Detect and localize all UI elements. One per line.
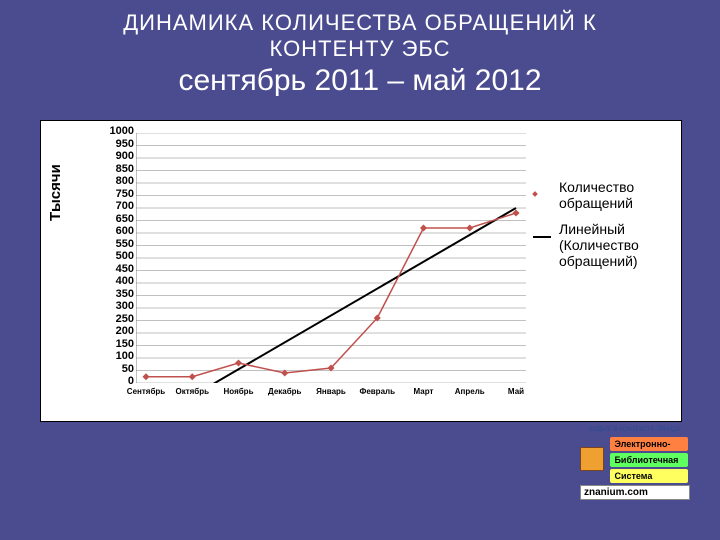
title-block: ДИНАМИКА КОЛИЧЕСТВА ОБРАЩЕНИЙ К КОНТЕНТУ… <box>0 0 720 98</box>
x-tick-labels: СентябрьОктябрьНоябрьДекабрьЯнварьФеврал… <box>136 387 526 403</box>
y-tick: 350 <box>96 289 134 300</box>
y-tick: 100 <box>96 351 134 362</box>
x-tick: Февраль <box>359 387 395 396</box>
logo-bar-1: Электронно- <box>610 437 688 451</box>
y-tick: 700 <box>96 201 134 212</box>
y-tick: 550 <box>96 239 134 250</box>
y-tick: 500 <box>96 251 134 262</box>
line-marker-icon <box>533 225 553 241</box>
y-tick: 800 <box>96 176 134 187</box>
legend-item-series: Количество обращений <box>533 179 673 211</box>
x-tick: Май <box>508 387 524 396</box>
y-tick: 200 <box>96 326 134 337</box>
chart-plot <box>136 133 526 383</box>
y-tick-labels: 1000950900850800750700650600550500450400… <box>96 131 134 383</box>
legend-series-label: Количество обращений <box>559 179 673 211</box>
logo-top-text: БУДЬТЕ В КОНТЕКСТЕ ТРЕНДА <box>580 427 690 433</box>
y-tick: 600 <box>96 226 134 237</box>
title-line-2: КОНТЕНТУ ЭБС <box>0 36 720 62</box>
x-tick: Март <box>414 387 434 396</box>
logo-bottom-text: znanium.com <box>580 485 690 500</box>
y-tick: 1000 <box>96 126 134 137</box>
y-tick: 900 <box>96 151 134 162</box>
x-tick: Декабрь <box>268 387 301 396</box>
x-tick: Январь <box>316 387 346 396</box>
x-tick: Апрель <box>455 387 485 396</box>
legend-trend-label: Линейный (Количество обращений) <box>559 221 673 269</box>
subtitle: сентябрь 2011 – май 2012 <box>0 64 720 98</box>
y-tick: 650 <box>96 214 134 225</box>
logo-block: БУДЬТЕ В КОНТЕКСТЕ ТРЕНДА Электронно- Би… <box>580 427 690 500</box>
y-axis-label: Тысячи <box>47 164 64 221</box>
y-tick: 150 <box>96 339 134 350</box>
y-tick: 950 <box>96 139 134 150</box>
legend: Количество обращений Линейный (Количеств… <box>533 179 673 279</box>
x-tick: Ноябрь <box>224 387 254 396</box>
y-tick: 850 <box>96 164 134 175</box>
diamond-marker-icon <box>533 183 553 199</box>
y-tick: 250 <box>96 314 134 325</box>
chart-container: Тысячи 100095090085080075070065060055050… <box>40 120 682 422</box>
y-tick: 450 <box>96 264 134 275</box>
y-tick: 50 <box>96 364 134 375</box>
title-line-1: ДИНАМИКА КОЛИЧЕСТВА ОБРАЩЕНИЙ К <box>0 10 720 36</box>
y-tick: 750 <box>96 189 134 200</box>
logo-square-icon <box>580 447 604 471</box>
y-tick: 300 <box>96 301 134 312</box>
x-tick: Октябрь <box>175 387 209 396</box>
legend-item-trend: Линейный (Количество обращений) <box>533 221 673 269</box>
y-tick: 0 <box>96 376 134 387</box>
logo-bar-3: Система <box>610 469 688 483</box>
x-tick: Сентябрь <box>127 387 165 396</box>
y-tick: 400 <box>96 276 134 287</box>
logo-bar-2: Библиотечная <box>610 453 688 467</box>
